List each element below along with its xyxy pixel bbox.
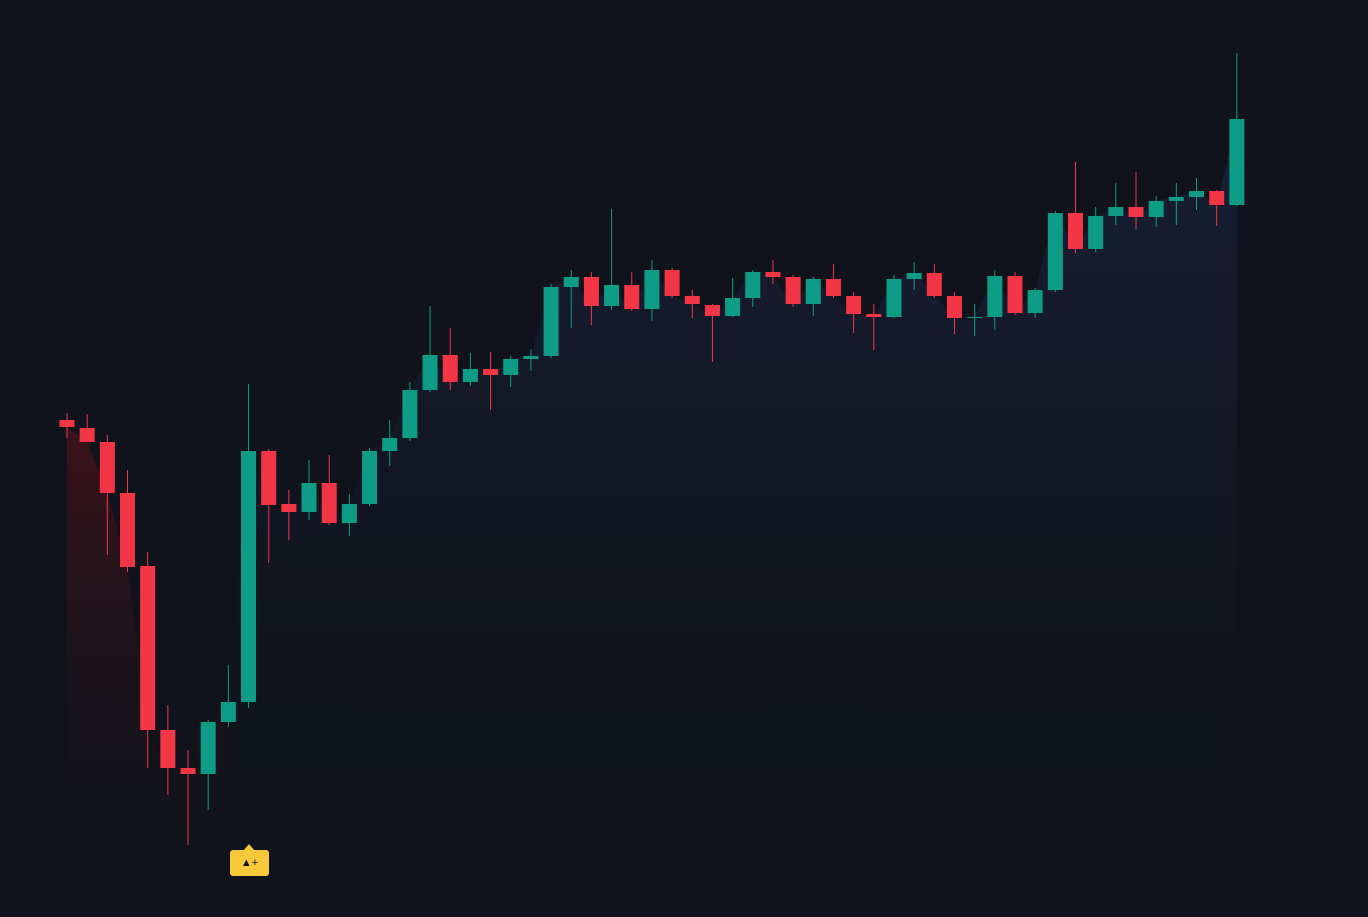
body <box>825 279 841 296</box>
body <box>99 442 115 493</box>
body <box>967 317 983 318</box>
body <box>624 285 640 309</box>
marker-badge[interactable] <box>230 850 269 876</box>
body <box>846 296 862 314</box>
area <box>228 119 1237 917</box>
body <box>1027 290 1043 313</box>
body <box>866 314 882 317</box>
body <box>422 355 438 390</box>
body <box>704 305 720 316</box>
body <box>1128 207 1144 217</box>
candles <box>59 53 1245 845</box>
body <box>785 277 801 304</box>
body <box>382 438 398 451</box>
body <box>926 273 942 296</box>
body <box>1189 191 1205 197</box>
body <box>180 768 196 774</box>
body <box>765 272 781 277</box>
body <box>1088 216 1104 249</box>
body <box>745 272 761 298</box>
body <box>301 483 317 512</box>
body <box>220 702 236 722</box>
body <box>241 451 257 702</box>
body <box>1007 276 1023 313</box>
body <box>583 277 599 306</box>
body <box>59 420 75 427</box>
body <box>563 277 579 287</box>
marker-label: ▲+ <box>241 857 258 869</box>
body <box>523 356 539 359</box>
body <box>1209 191 1225 205</box>
body <box>1148 201 1164 217</box>
body <box>261 451 277 505</box>
body <box>987 276 1003 317</box>
body <box>725 298 741 316</box>
body <box>321 483 337 523</box>
body <box>442 355 458 382</box>
body <box>200 722 216 774</box>
body <box>1108 207 1124 216</box>
body <box>79 428 95 442</box>
body <box>946 296 962 318</box>
body <box>906 273 922 279</box>
body <box>462 369 478 382</box>
body <box>160 730 176 768</box>
marker-tip <box>243 844 255 851</box>
body <box>483 369 499 375</box>
body <box>644 270 660 309</box>
body <box>1068 213 1083 249</box>
body <box>281 504 297 512</box>
body <box>1168 197 1184 201</box>
body <box>684 296 700 304</box>
body <box>402 390 418 438</box>
body <box>805 279 821 304</box>
body <box>341 504 357 523</box>
body <box>543 287 559 356</box>
body <box>140 566 156 730</box>
body <box>664 270 680 296</box>
body <box>604 285 620 306</box>
body <box>362 451 378 504</box>
body <box>886 279 902 317</box>
body <box>503 359 519 375</box>
marker[interactable]: ▲+ <box>230 844 269 876</box>
body <box>1047 213 1063 290</box>
body <box>120 493 136 567</box>
body <box>1229 119 1245 205</box>
